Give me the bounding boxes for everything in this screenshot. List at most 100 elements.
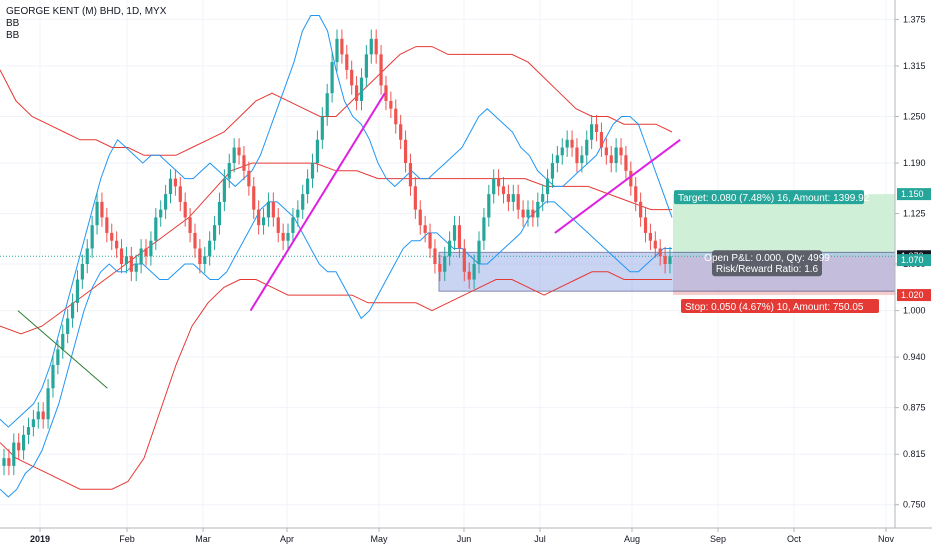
candle-body (208, 241, 211, 257)
candle-body (296, 210, 299, 218)
candle-body (267, 202, 270, 218)
candle-body (375, 39, 378, 55)
candle-body (404, 140, 407, 163)
candle-body (551, 163, 554, 179)
candle-body (37, 412, 40, 420)
candle-body (561, 148, 564, 156)
candle-body (272, 202, 275, 218)
candle-body (81, 264, 84, 280)
candle-body (164, 194, 167, 210)
price-tick-label: 1.250 (903, 111, 926, 121)
candle-body (507, 194, 510, 202)
candle-body (340, 39, 343, 55)
rr-label-text: Risk/Reward Ratio: 1.6 (716, 264, 819, 275)
price-badge-text: 1.020 (901, 290, 924, 300)
candle-body (331, 62, 334, 93)
candle-body (649, 233, 652, 241)
candle-body (389, 101, 392, 109)
price-tick-label: 0.940 (903, 352, 926, 362)
candle-body (218, 202, 221, 225)
candle-body (17, 443, 20, 451)
candle-body (125, 256, 128, 264)
candle-body (531, 210, 534, 218)
candle-body (585, 140, 588, 156)
candle-body (458, 225, 461, 248)
candle-body (668, 256, 671, 264)
candle-body (56, 349, 59, 365)
candle-body (384, 85, 387, 101)
candle-body (468, 272, 471, 280)
candle-body (546, 179, 549, 195)
candle-body (130, 256, 133, 272)
price-badge-text: 1.070 (901, 255, 924, 265)
candle-body (639, 202, 642, 218)
stop-label-text: Stop: 0.050 (4.67%) 10, Amount: 750.05 (685, 302, 864, 313)
candle-body (624, 155, 627, 171)
indicator-label-bb-1[interactable]: BB (6, 18, 166, 30)
price-tick-label: 1.375 (903, 14, 926, 24)
candle-body (42, 412, 45, 420)
candle-body (580, 155, 583, 163)
candle-body (174, 179, 177, 187)
candle-body (169, 179, 172, 195)
target-label-text: Target: 0.080 (7.48%) 16, Amount: 1399.9… (678, 193, 870, 204)
candle-body (213, 225, 216, 241)
candle-body (61, 334, 64, 350)
pnl-label-text: Open P&L: 0.000, Qty: 4999 (704, 253, 830, 264)
symbol-title[interactable]: GEORGE KENT (M) BHD, 1D, MYX (6, 6, 166, 18)
candle-body (595, 124, 598, 132)
candle-body (502, 186, 505, 194)
candle-body (12, 443, 15, 466)
candle-body (135, 264, 138, 272)
time-tick-label: 2019 (30, 534, 50, 544)
candle-body (615, 148, 618, 164)
candle-body (7, 458, 10, 466)
candle-body (95, 202, 98, 225)
time-tick-label: Nov (878, 534, 895, 544)
indicator-label-bb-2[interactable]: BB (6, 30, 166, 42)
candle-body (144, 248, 147, 256)
price-badge: 1.020 (897, 289, 931, 301)
time-tick-label: Jun (457, 534, 472, 544)
candle-body (345, 54, 348, 70)
candle-body (590, 124, 593, 140)
candle-body (149, 241, 152, 257)
target-label: Target: 0.080 (7.48%) 16, Amount: 1399.9… (674, 190, 870, 204)
candle-body (600, 132, 603, 148)
candle-body (433, 248, 436, 264)
candle-body (91, 225, 94, 248)
time-tick-label: Aug (624, 534, 640, 544)
candle-body (71, 303, 74, 319)
candle-body (521, 210, 524, 218)
candle-body (46, 388, 49, 419)
candle-body (179, 186, 182, 202)
candle-body (237, 148, 240, 156)
price-tick-label: 0.750 (903, 500, 926, 510)
candle-body (541, 194, 544, 202)
candle-body (370, 39, 373, 55)
price-badge: 1.150 (897, 188, 931, 200)
time-tick-label: Mar (195, 534, 211, 544)
candle-body (193, 233, 196, 249)
candle-body (419, 210, 422, 226)
candle-body (32, 419, 35, 427)
pnl-label: Open P&L: 0.000, Qty: 4999Risk/Reward Ra… (704, 250, 830, 276)
price-tick-label: 0.875 (903, 403, 926, 413)
price-tick-label: 1.125 (903, 209, 926, 219)
candle-body (629, 171, 632, 187)
time-tick-label: Jul (534, 534, 546, 544)
candle-body (365, 54, 368, 77)
candle-body (140, 248, 143, 264)
candle-body (22, 435, 25, 451)
candle-body (86, 248, 89, 264)
candle-body (556, 155, 559, 163)
candle-body (282, 233, 285, 241)
candle-body (428, 233, 431, 249)
price-tick-label: 1.190 (903, 158, 926, 168)
candle-body (120, 248, 123, 264)
candle-body (634, 186, 637, 202)
candle-body (198, 248, 201, 264)
candle-body (414, 186, 417, 209)
candle-body (360, 78, 363, 101)
